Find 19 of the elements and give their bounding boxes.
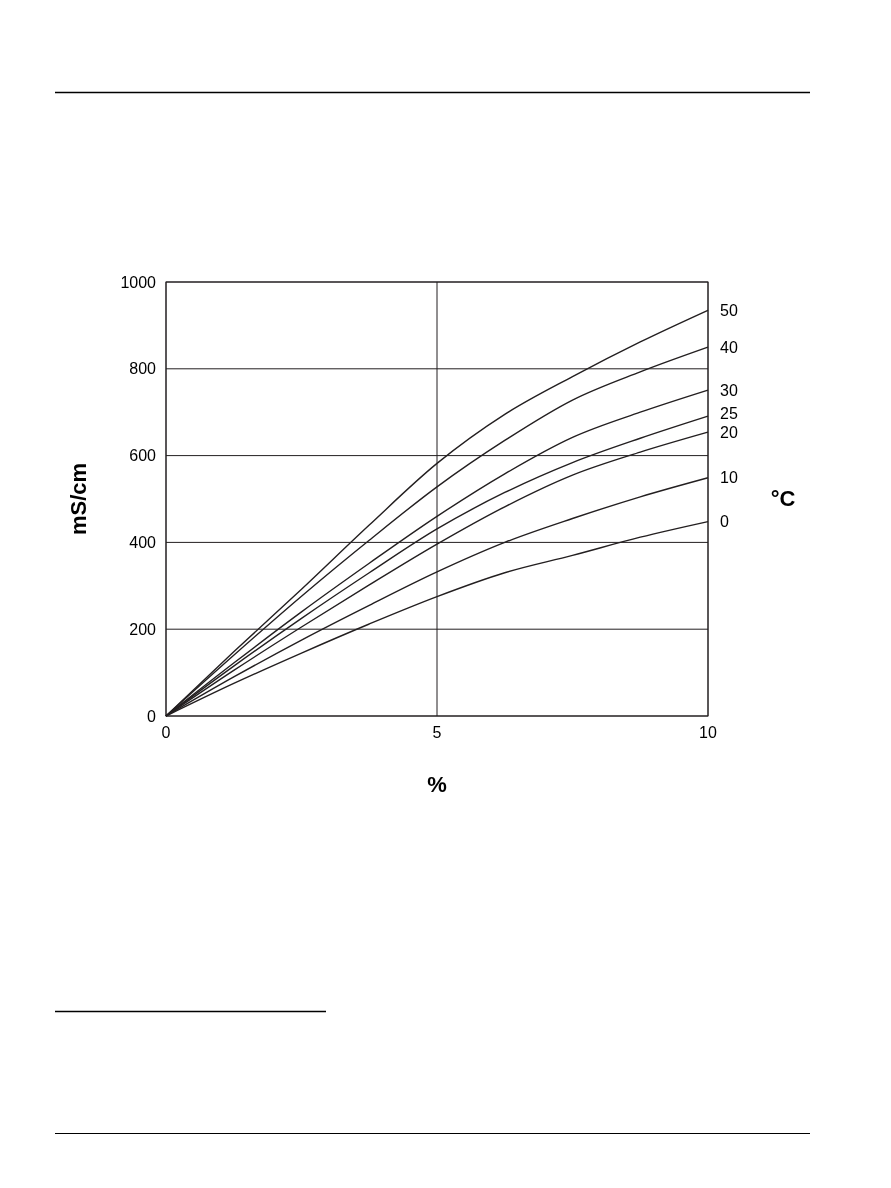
series-label: 0 (720, 513, 729, 531)
y-axis-title: mS/cm (66, 462, 91, 536)
x-tick-label: 10 (699, 724, 717, 741)
y-tick-label: 400 (129, 534, 157, 551)
x-tick-label: 0 (161, 724, 171, 741)
y-tick-label: 1000 (120, 273, 157, 291)
x-axis-title: % (427, 772, 447, 797)
series-label: 40 (720, 338, 738, 356)
y2-axis-title: °C (770, 485, 796, 511)
series-label: 20 (720, 423, 738, 441)
y-tick-label: 800 (129, 360, 157, 378)
series-label: 50 (720, 301, 738, 319)
y-tick-label: 0 (147, 707, 157, 725)
x-tick-label: 5 (432, 724, 442, 741)
y-tick-label: 200 (129, 620, 157, 638)
y-tick-label: 600 (129, 447, 157, 465)
series-label: 25 (720, 404, 738, 422)
series-label: 10 (720, 469, 738, 487)
series-label: 30 (720, 381, 738, 399)
